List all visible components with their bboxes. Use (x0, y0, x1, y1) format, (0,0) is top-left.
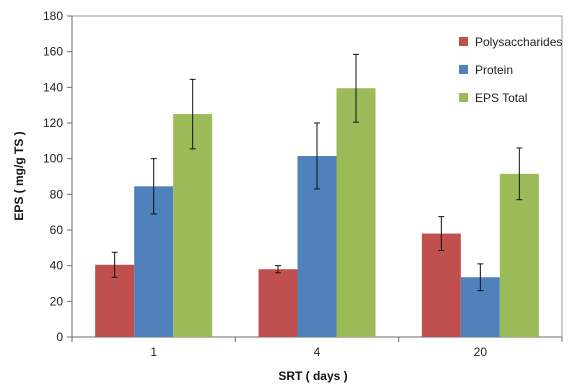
legend-swatch-protein (459, 65, 468, 74)
legend-label-eps-total: EPS Total (475, 91, 527, 105)
x-tick-label: 20 (474, 345, 488, 359)
legend-label-polysaccharides: Polysaccharides (475, 35, 562, 49)
x-axis-title: SRT ( days ) (278, 369, 347, 383)
legend-swatch-polysaccharides (459, 37, 468, 46)
y-tick-label: 60 (50, 223, 64, 237)
bar-eps-total-20 (499, 173, 539, 337)
y-tick-label: 20 (50, 294, 64, 308)
x-tick-label: 1 (150, 345, 157, 359)
y-tick-label: 0 (56, 330, 63, 344)
y-tick-label: 100 (43, 152, 63, 166)
y-tick-label: 180 (43, 9, 63, 23)
tick-labels: 0 20 40 60 80 100 120 140 160 180 1 4 20 (43, 9, 487, 359)
legend: Polysaccharides Protein EPS Total (459, 35, 562, 105)
bar-eps-total-4 (336, 88, 376, 337)
bar-eps-total-1 (173, 114, 213, 337)
y-tick-label: 120 (43, 116, 63, 130)
y-tick-label: 160 (43, 45, 63, 59)
x-tick-label: 4 (314, 345, 321, 359)
legend-label-protein: Protein (475, 63, 513, 77)
error-bars (111, 53, 523, 292)
y-tick-label: 40 (50, 259, 64, 273)
bar-polysaccharides-4 (258, 269, 298, 337)
legend-swatch-eps-total (459, 93, 468, 102)
y-axis-title: EPS ( mg/g TS ) (12, 131, 26, 220)
y-tick-label: 140 (43, 80, 63, 94)
y-tick-label: 80 (50, 187, 64, 201)
